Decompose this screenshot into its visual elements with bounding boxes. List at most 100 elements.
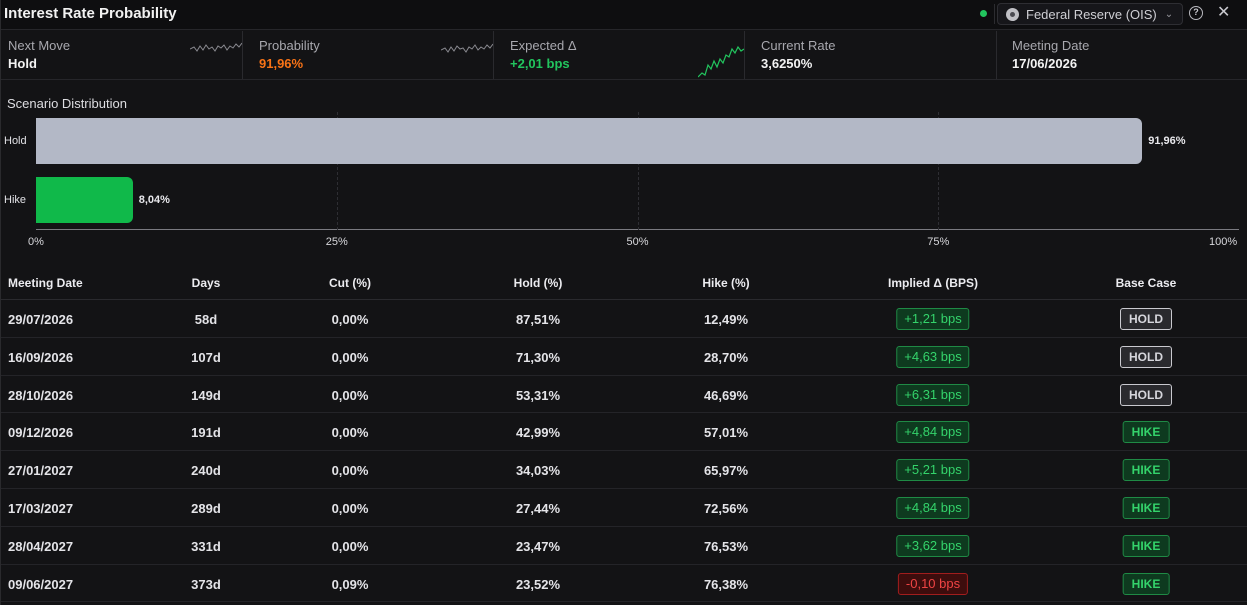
cell-hold: 27,44% (515, 500, 561, 516)
stat-next-move: Next Move Hold (1, 31, 243, 79)
cell-meeting-date: 29/07/2026 (8, 312, 74, 327)
cell-meeting-date: 09/12/2026 (8, 425, 74, 441)
source-select[interactable]: Federal Reserve (OIS) ⌄ (997, 3, 1183, 25)
header-hold[interactable]: Hold (%) (513, 276, 563, 290)
bar-hike[interactable] (36, 177, 133, 223)
scenario-chart: Hold 91,96% Hike 8,04% 0% 25% 50% 75% 100% (1, 110, 1247, 260)
base-case-badge: HOLD (1120, 383, 1172, 406)
bar-value-label: 8,04% (138, 194, 170, 206)
cell-meeting-date: 28/04/2027 (8, 538, 74, 554)
cell-hike: 65,97% (703, 463, 749, 479)
base-case-badge: HIKE (1122, 421, 1170, 444)
cell-days: 331d (191, 538, 221, 554)
chart-title: Scenario Distribution (7, 96, 127, 111)
sparkline-icon (698, 45, 744, 78)
x-tick-label: 100% (1209, 236, 1238, 248)
cell-hold: 87,51% (515, 312, 561, 327)
table-row[interactable]: 27/01/2027 240d 0,00% 34,03% 65,97% +5,21 bps… (1, 451, 1247, 489)
base-case-badge: HIKE (1122, 459, 1170, 482)
table-row[interactable]: 28/04/2027 331d 0,00% 23,47% 76,53% +3,62 bps… (1, 527, 1247, 565)
table-row[interactable]: 16/09/2026 107d 0,00% 71,30% 28,70% +4,63 bps… (1, 338, 1247, 376)
widget-header: Interest Rate Probability Federal Reserv… (1, 0, 1247, 30)
header-hike[interactable]: Hike (%) (702, 276, 750, 290)
gridline (336, 112, 338, 230)
cell-hike: 12,49% (703, 312, 749, 327)
stat-expected-change: Expected Δ +2,01 bps (495, 31, 745, 79)
cell-meeting-date: 27/01/2027 (8, 463, 74, 479)
header-cut[interactable]: Cut (%) (329, 276, 371, 290)
table-body: 29/07/2026 58d 0,00% 87,51% 12,49% +1,21 bps H… (1, 300, 1247, 603)
cell-cut: 0,00% (331, 538, 369, 554)
stat-label: Expected Δ (510, 38, 577, 53)
implied-change-pill: +1,21 bps (896, 308, 970, 330)
base-case-badge: HIKE (1122, 534, 1170, 557)
header-divider (994, 4, 995, 24)
help-icon[interactable]: ? (1189, 6, 1203, 20)
stat-label: Next Move (8, 38, 71, 53)
fed-seal-icon (1006, 7, 1019, 21)
cell-hold: 71,30% (515, 349, 561, 365)
cell-hike: 76,53% (703, 538, 749, 554)
cell-cut: 0,00% (331, 463, 369, 479)
gridline (938, 112, 940, 230)
cell-hike: 57,01% (703, 425, 749, 441)
stat-label: Probability (259, 38, 320, 53)
table-row[interactable]: 09/06/2027 373d 0,09% 23,52% 76,38% -0,10 bps… (1, 565, 1247, 603)
header-meeting-date[interactable]: Meeting Date (8, 276, 83, 290)
cell-days: 191d (191, 425, 221, 441)
gridline (637, 112, 639, 230)
stat-meeting-date: Meeting Date 17/06/2026 (998, 31, 1247, 79)
stat-probability: Probability 91,96% (244, 31, 494, 79)
cell-meeting-date: 28/10/2026 (8, 387, 74, 403)
implied-change-pill: +3,62 bps (896, 534, 970, 557)
base-case-badge: HOLD (1120, 345, 1172, 368)
stat-current-rate: Current Rate 3,6250% (746, 31, 997, 79)
summary-stats: Next Move Hold Probability 91,96% Expect… (1, 31, 1247, 80)
implied-change-pill: +4,84 bps (896, 496, 970, 519)
cell-hike: 28,70% (703, 349, 749, 365)
cell-cut: 0,09% (331, 576, 369, 592)
implied-change-pill: +5,21 bps (896, 459, 970, 482)
cell-days: 289d (191, 500, 221, 516)
cell-hold: 23,47% (515, 538, 561, 554)
cell-cut: 0,00% (331, 500, 369, 516)
cell-days: 107d (191, 349, 221, 365)
cell-hold: 42,99% (515, 425, 561, 441)
implied-change-pill: -0,10 bps (897, 572, 969, 595)
widget-title: Interest Rate Probability (4, 5, 177, 22)
table-row[interactable]: 29/07/2026 58d 0,00% 87,51% 12,49% +1,21 bps H… (1, 300, 1247, 338)
stat-value: 17/06/2026 (1012, 56, 1078, 71)
cell-days: 149d (191, 387, 221, 403)
stat-value: 3,6250% (761, 56, 813, 71)
table-row[interactable]: 17/03/2027 289d 0,00% 27,44% 72,56% +4,84 bps… (1, 489, 1247, 527)
cell-cut: 0,00% (331, 312, 369, 327)
cell-meeting-date: 09/06/2027 (8, 576, 74, 592)
cell-hold: 53,31% (515, 387, 561, 403)
bar-value-label: 91,96% (1148, 135, 1186, 147)
implied-change-pill: +4,84 bps (896, 421, 970, 444)
base-case-badge: HOLD (1120, 308, 1172, 330)
source-select-label: Federal Reserve (OIS) (1026, 6, 1157, 22)
cell-hold: 34,03% (515, 463, 561, 479)
base-case-badge: HIKE (1122, 496, 1170, 519)
x-tick-label: 25% (325, 236, 348, 248)
header-days[interactable]: Days (191, 276, 221, 290)
category-label: Hike (4, 194, 27, 206)
x-tick-label: 0% (28, 236, 44, 248)
bar-hold[interactable] (36, 118, 1143, 164)
cell-hike: 46,69% (703, 387, 749, 403)
category-label: Hold (4, 135, 27, 147)
close-icon[interactable]: ✕ (1217, 4, 1231, 21)
sparkline-icon (441, 43, 493, 53)
implied-change-pill: +6,31 bps (896, 383, 970, 406)
header-base-case[interactable]: Base Case (1115, 276, 1177, 290)
header-implied-change[interactable]: Implied Δ (BPS) (888, 276, 978, 290)
cell-meeting-date: 17/03/2027 (8, 500, 74, 516)
x-tick-label: 50% (626, 236, 649, 248)
table-row[interactable]: 28/10/2026 149d 0,00% 53,31% 46,69% +6,31 bps… (1, 376, 1247, 414)
cell-meeting-date: 16/09/2026 (8, 349, 74, 365)
table-row[interactable]: 09/12/2026 191d 0,00% 42,99% 57,01% +4,84 bps… (1, 413, 1247, 452)
live-status-dot (980, 10, 987, 17)
cell-cut: 0,00% (331, 349, 369, 365)
stat-value: Hold (8, 56, 37, 71)
